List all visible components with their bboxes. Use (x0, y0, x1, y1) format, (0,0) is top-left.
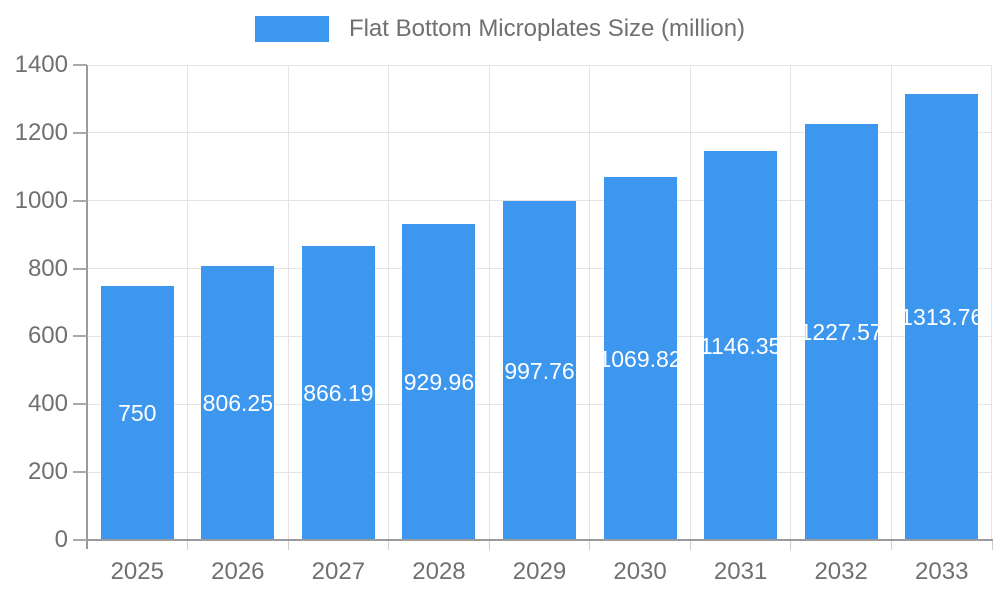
bar[interactable] (905, 94, 979, 540)
x-axis-label: 2032 (814, 558, 868, 585)
bar[interactable] (704, 151, 778, 540)
x-axis-label: 2027 (311, 558, 366, 585)
x-axis-label: 2029 (512, 558, 567, 585)
y-axis-label: 800 (27, 254, 68, 282)
y-axis-tick (73, 335, 87, 338)
x-axis-line (86, 539, 993, 541)
x-axis-tick (991, 541, 993, 550)
x-axis-label: 2031 (713, 558, 768, 585)
v-gridline (589, 65, 591, 540)
y-axis-tick (73, 131, 87, 134)
y-axis-label: 200 (27, 458, 68, 486)
y-axis-tick (73, 64, 87, 66)
y-axis-tick (73, 471, 87, 474)
x-axis-tick (388, 541, 390, 550)
bar-value-label: 1146.35 (699, 332, 782, 359)
bar-value-label: 997.76 (504, 357, 575, 384)
v-gridline (388, 65, 390, 540)
y-axis-tick (73, 267, 87, 270)
x-axis-tick (488, 541, 490, 550)
y-axis-label: 1200 (14, 118, 68, 146)
v-gridline (890, 65, 892, 540)
y-axis-label: 600 (27, 322, 68, 350)
bar-value-label: 866.19 (303, 380, 374, 407)
plot-area: 750 806.25 866.19 929.96 997.76 1069.82 1146.3… (87, 65, 992, 540)
legend-swatch (254, 16, 329, 42)
y-axis-tick (73, 539, 87, 541)
y-axis-label: 1400 (14, 51, 68, 78)
x-axis-tick (187, 541, 189, 550)
y-axis-line (86, 65, 88, 549)
bar[interactable] (603, 177, 677, 540)
bar[interactable] (201, 266, 275, 540)
bar-value-label: 806.25 (202, 390, 274, 417)
x-axis-tick (287, 541, 289, 550)
v-gridline (790, 65, 792, 540)
x-axis-tick (689, 541, 691, 550)
bar[interactable] (503, 201, 576, 540)
bar[interactable] (100, 285, 174, 540)
bar-value-label: 750 (118, 399, 157, 426)
x-axis-tick (890, 541, 892, 550)
x-axis-tick (589, 541, 591, 550)
x-axis-label: 2033 (915, 558, 969, 585)
x-axis-label: 2028 (412, 558, 466, 585)
bar-value-label: 929.96 (403, 369, 475, 396)
bar-value-label: 1227.57 (799, 318, 883, 345)
y-axis-tick (73, 199, 87, 202)
y-axis-label: 400 (27, 390, 68, 418)
legend: Flat Bottom Microplates Size (million) (0, 15, 1000, 43)
h-gridline (87, 200, 992, 202)
y-axis-label: 0 (54, 526, 68, 553)
y-axis-label: 1000 (14, 186, 68, 214)
legend-label: Flat Bottom Microplates Size (million) (348, 15, 746, 42)
v-gridline (187, 65, 189, 540)
v-gridline (991, 65, 992, 540)
x-axis-label: 2025 (110, 558, 164, 585)
bar[interactable] (301, 246, 375, 540)
h-gridline (87, 65, 992, 66)
bar[interactable] (804, 123, 878, 540)
v-gridline (287, 65, 289, 540)
y-axis-tick (73, 403, 87, 406)
bar[interactable] (402, 224, 476, 540)
bar-value-label: 1313.76 (900, 304, 984, 331)
x-axis-label: 2030 (613, 558, 667, 585)
x-axis-label: 2026 (211, 558, 265, 585)
v-gridline (689, 65, 691, 540)
bar-value-label: 1069.82 (598, 345, 682, 372)
h-gridline (87, 132, 992, 134)
v-gridline (488, 65, 490, 540)
x-axis-tick (790, 541, 792, 550)
